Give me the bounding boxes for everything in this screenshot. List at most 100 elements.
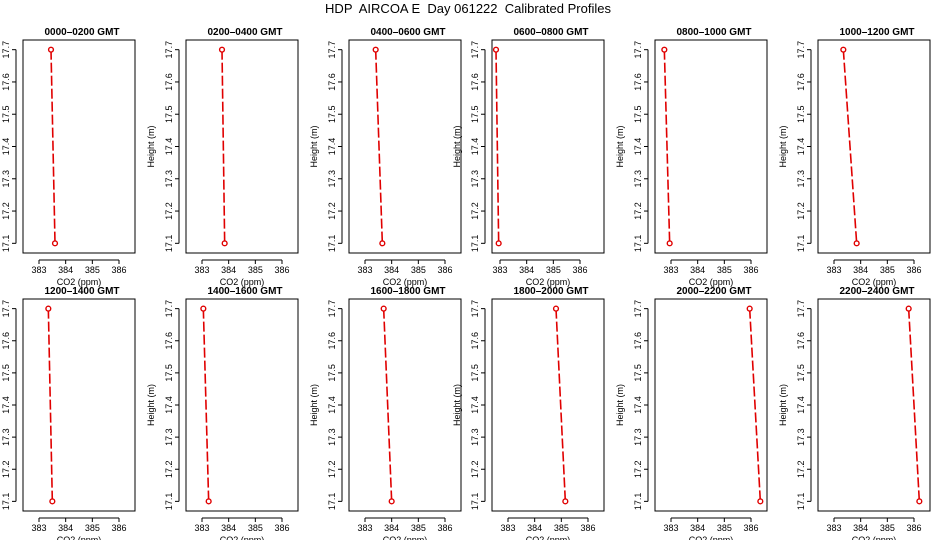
y-tick-label: 17.4 bbox=[796, 138, 806, 156]
x-tick-label: 384 bbox=[690, 265, 705, 275]
y-tick-label: 17.1 bbox=[164, 493, 174, 511]
y-axis-label: Height (m) bbox=[452, 384, 462, 426]
panel-title: 1600–1800 GMT bbox=[370, 286, 445, 297]
profile-line bbox=[842, 49, 858, 244]
y-tick-label: 17.4 bbox=[1, 396, 11, 414]
y-tick-label: 17.7 bbox=[633, 300, 643, 318]
x-tick-label: 383 bbox=[500, 523, 515, 533]
panel-title: 0600–0800 GMT bbox=[513, 27, 588, 38]
profile-line bbox=[495, 49, 500, 244]
x-axis-label: CO2 (ppm) bbox=[689, 535, 734, 540]
profile-point bbox=[840, 46, 847, 53]
x-tick-label: 386 bbox=[274, 265, 289, 275]
y-tick-label: 17.1 bbox=[470, 493, 480, 511]
x-tick-label: 384 bbox=[58, 265, 73, 275]
x-tick-label: 384 bbox=[690, 523, 705, 533]
x-tick-label: 385 bbox=[880, 523, 895, 533]
y-tick-label: 17.7 bbox=[1, 41, 11, 59]
x-axis-label: CO2 (ppm) bbox=[526, 535, 571, 540]
y-tick-label: 17.2 bbox=[633, 460, 643, 478]
y-tick-label: 17.1 bbox=[633, 493, 643, 511]
y-tick-label: 17.5 bbox=[633, 364, 643, 382]
y-axis-label: Height (m) bbox=[146, 384, 156, 426]
x-tick-label: 385 bbox=[85, 265, 100, 275]
x-tick-label: 383 bbox=[663, 265, 678, 275]
plot-frame bbox=[654, 298, 768, 512]
y-tick-label: 17.7 bbox=[327, 41, 337, 59]
profile-point bbox=[47, 46, 55, 53]
y-tick-label: 17.3 bbox=[327, 428, 337, 446]
y-tick-label: 17.3 bbox=[327, 170, 337, 188]
y-axis-label: Height (m) bbox=[309, 384, 319, 426]
x-tick-label: 384 bbox=[58, 523, 73, 533]
profile-point bbox=[552, 305, 560, 312]
y-tick-label: 17.6 bbox=[470, 73, 480, 91]
y-tick-label: 17.4 bbox=[796, 396, 806, 414]
x-tick-label: 386 bbox=[111, 265, 126, 275]
x-tick-label: 383 bbox=[194, 265, 209, 275]
x-tick-label: 384 bbox=[221, 523, 236, 533]
y-tick-label: 17.3 bbox=[470, 428, 480, 446]
y-tick-label: 17.6 bbox=[164, 332, 174, 350]
plot-frame bbox=[348, 298, 462, 512]
x-tick-label: 385 bbox=[554, 523, 569, 533]
y-tick-label: 17.7 bbox=[164, 41, 174, 59]
y-axis-label: Height (m) bbox=[778, 384, 788, 426]
y-axis-label: Height (m) bbox=[452, 125, 462, 167]
y-tick-label: 17.7 bbox=[164, 300, 174, 318]
x-tick-label: 383 bbox=[357, 265, 372, 275]
profile-line bbox=[221, 49, 226, 244]
y-tick-label: 17.4 bbox=[633, 396, 643, 414]
y-tick-label: 17.2 bbox=[164, 202, 174, 220]
profile-point bbox=[221, 240, 228, 247]
y-tick-label: 17.7 bbox=[633, 41, 643, 59]
y-tick-label: 17.3 bbox=[633, 170, 643, 188]
plot-frame bbox=[817, 298, 931, 512]
profile-line bbox=[202, 308, 210, 502]
plot-frame bbox=[185, 39, 299, 254]
y-tick-label: 17.3 bbox=[164, 170, 174, 188]
y-tick-label: 17.1 bbox=[327, 493, 337, 511]
y-tick-label: 17.1 bbox=[164, 235, 174, 253]
plot-frame bbox=[185, 298, 299, 512]
panel-3: 0400–0600 GMT 383 384 385 386 CO2 (ppm) 17.1 17… bbox=[309, 27, 462, 287]
y-tick-label: 17.3 bbox=[1, 428, 11, 446]
y-tick-label: 17.7 bbox=[327, 300, 337, 318]
panel-12: 2200–2400 GMT 383 384 385 386 CO2 (ppm) 17.1 17… bbox=[778, 286, 931, 545]
profile-line bbox=[907, 308, 921, 502]
x-tick-label: 386 bbox=[906, 265, 921, 275]
panel-1: 0000–0200 GMT 383 384 385 386 CO2 (ppm) 17.1 17… bbox=[1, 27, 136, 287]
x-tick-label: 386 bbox=[743, 265, 758, 275]
x-tick-label: 384 bbox=[221, 265, 236, 275]
y-tick-label: 17.5 bbox=[633, 105, 643, 123]
x-tick-label: 385 bbox=[411, 265, 426, 275]
y-tick-label: 17.4 bbox=[470, 138, 480, 156]
y-tick-label: 17.6 bbox=[1, 73, 11, 91]
x-tick-label: 385 bbox=[717, 523, 732, 533]
x-tick-label: 385 bbox=[411, 523, 426, 533]
x-axis-label: CO2 (ppm) bbox=[220, 277, 265, 287]
profile-line bbox=[748, 308, 762, 502]
x-tick-label: 383 bbox=[194, 523, 209, 533]
x-axis-label: CO2 (ppm) bbox=[383, 535, 428, 540]
y-tick-label: 17.5 bbox=[796, 105, 806, 123]
x-tick-label: 383 bbox=[357, 523, 372, 533]
y-tick-label: 17.4 bbox=[1, 138, 11, 156]
figure-title: HDP AIRCOA E Day 061222 Calibrated Profi… bbox=[325, 1, 611, 16]
panel-2: 0200–0400 GMT 383 384 385 386 CO2 (ppm) 17.1 17… bbox=[146, 27, 299, 287]
y-tick-label: 17.1 bbox=[327, 235, 337, 253]
profile-point bbox=[45, 305, 52, 312]
x-tick-label: 383 bbox=[492, 265, 507, 275]
y-tick-label: 17.2 bbox=[164, 460, 174, 478]
plot-frame bbox=[22, 298, 136, 512]
x-tick-label: 386 bbox=[111, 523, 126, 533]
x-axis-label: CO2 (ppm) bbox=[852, 277, 897, 287]
panel-title: 0000–0200 GMT bbox=[44, 27, 119, 38]
panel-7: 1200–1400 GMT 383 384 385 386 CO2 (ppm) 17.1 17… bbox=[1, 286, 136, 545]
x-tick-label: 385 bbox=[880, 265, 895, 275]
x-tick-label: 385 bbox=[248, 523, 263, 533]
y-tick-label: 17.3 bbox=[633, 428, 643, 446]
y-tick-label: 17.1 bbox=[1, 493, 11, 511]
